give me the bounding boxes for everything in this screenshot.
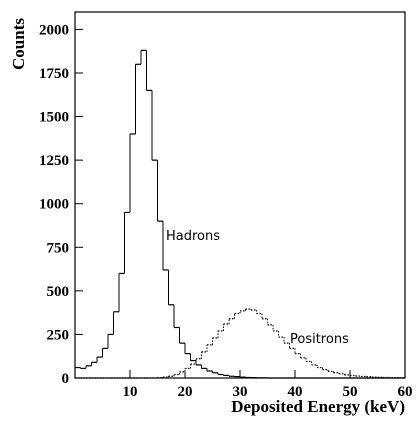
- x-tick-label: 10: [123, 384, 138, 400]
- x-tick-label: 20: [178, 384, 193, 400]
- x-tick-label: 60: [398, 384, 413, 400]
- y-tick-label: 2000: [39, 22, 69, 38]
- y-tick-label: 1500: [39, 110, 69, 126]
- x-tick-label: 40: [288, 384, 303, 400]
- series-annotation: Hadrons: [166, 229, 220, 244]
- y-tick-label: 1000: [39, 197, 69, 213]
- y-tick-label: 500: [47, 284, 70, 300]
- x-tick-label: 30: [233, 384, 248, 400]
- y-tick-label: 1250: [39, 153, 69, 169]
- plot-frame: [74, 11, 406, 379]
- y-tick-label: 1750: [39, 66, 69, 82]
- y-tick-label: 750: [47, 240, 70, 256]
- y-tick-label: 0: [62, 371, 70, 387]
- x-tick-label: 50: [343, 384, 358, 400]
- y-tick-label: 250: [47, 327, 70, 343]
- series-annotation: Positrons: [290, 332, 349, 347]
- x-axis-label: Deposited Energy (keV): [231, 397, 405, 416]
- y-axis-label: Counts: [9, 18, 28, 70]
